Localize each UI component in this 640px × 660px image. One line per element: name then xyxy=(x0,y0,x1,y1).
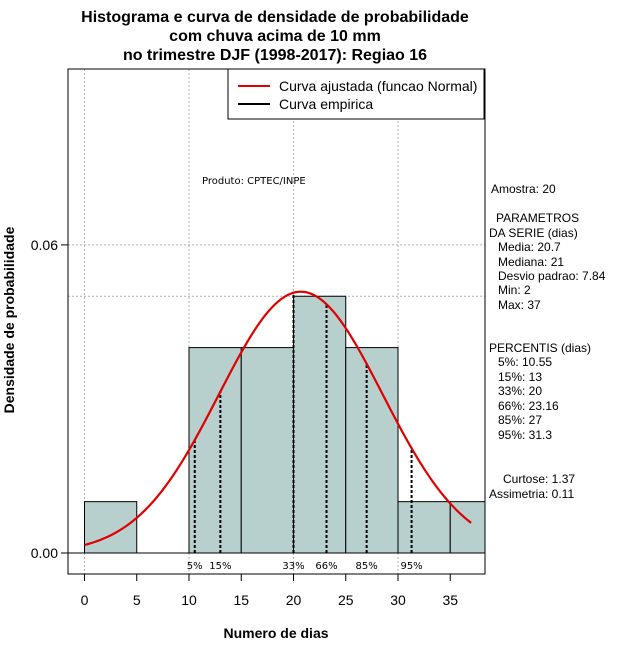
x-tick-label: 5 xyxy=(133,592,141,608)
percentile-label: 5% xyxy=(187,561,203,572)
percentiles-title: PERCENTIS (dias) xyxy=(489,341,591,355)
pct-95: 95%: 31.3 xyxy=(498,428,552,442)
skewness: Assimetria: 0.11 xyxy=(489,487,574,501)
x-axis: 0 5 10 15 20 25 30 35 xyxy=(81,573,458,608)
histogram-bar xyxy=(84,501,138,554)
histogram-bars xyxy=(68,295,486,554)
pct-85: 85%: 27 xyxy=(498,413,542,427)
params-title-2: DA SERIE (dias) xyxy=(489,226,578,240)
producer-note: Produto: CPTEC/INPE xyxy=(202,176,306,187)
pct-15: 15%: 13 xyxy=(498,370,542,384)
histogram-bar xyxy=(188,347,242,554)
param-min: Min: 2 xyxy=(498,283,531,297)
legend-normal-label: Curva ajustada (funcao Normal) xyxy=(279,78,477,94)
percentile-lines: 5% 15% 33% 66% 85% 95% xyxy=(187,292,423,572)
histogram-bar xyxy=(397,501,451,554)
histogram-bar xyxy=(293,295,347,554)
param-sd: Desvio padrao: 7.84 xyxy=(498,269,606,283)
y-tick-label: 0.00 xyxy=(31,545,58,561)
y-tick-label: 0.06 xyxy=(31,237,58,253)
kurtosis: Curtose: 1.37 xyxy=(503,472,575,486)
param-median: Mediana: 21 xyxy=(498,255,564,269)
chart-title-line-1: Histograma e curva de densidade de proba… xyxy=(81,9,469,26)
pct-33: 33%: 20 xyxy=(498,384,542,398)
percentile-label: 66% xyxy=(315,561,337,572)
x-tick-label: 35 xyxy=(442,592,458,608)
y-axis-title: Densidade de probabilidade xyxy=(1,226,17,413)
legend-empirical-label: Curva empirica xyxy=(279,96,373,112)
percentile-label: 85% xyxy=(356,561,378,572)
percentile-label: 33% xyxy=(282,561,304,572)
histogram-bar xyxy=(240,347,294,554)
chart-title-line-3: no trimestre DJF (1998-2017): Regiao 16 xyxy=(123,47,427,64)
histogram-bar xyxy=(345,347,399,554)
sample-size: Amostra: 20 xyxy=(491,182,556,196)
legend: Curva ajustada (funcao Normal) Curva emp… xyxy=(227,68,485,120)
param-mean: Media: 20.7 xyxy=(498,240,561,254)
x-tick-label: 20 xyxy=(286,592,302,608)
density-curves xyxy=(84,290,472,547)
params-title-1: PARAMETROS xyxy=(496,211,579,225)
x-tick-label: 0 xyxy=(81,592,89,608)
chart-title-line-2: com chuva acima de 10 mm xyxy=(169,28,381,45)
normal-curve xyxy=(84,290,472,547)
stats-panel: Amostra: 20 PARAMETROS DA SERIE (dias) M… xyxy=(489,182,606,501)
x-tick-label: 15 xyxy=(233,592,249,608)
legend-box xyxy=(227,68,485,120)
pct-5: 5%: 10.55 xyxy=(498,355,552,369)
x-axis-title: Numero de dias xyxy=(223,625,328,641)
param-max: Max: 37 xyxy=(498,298,541,312)
percentile-label: 95% xyxy=(400,561,422,572)
x-tick-label: 30 xyxy=(390,592,406,608)
y-axis: 0.00 0.06 xyxy=(31,237,69,561)
pct-66: 66%: 23.16 xyxy=(498,399,559,413)
x-tick-label: 10 xyxy=(181,592,197,608)
x-tick-label: 25 xyxy=(338,592,354,608)
percentile-label: 15% xyxy=(209,561,231,572)
